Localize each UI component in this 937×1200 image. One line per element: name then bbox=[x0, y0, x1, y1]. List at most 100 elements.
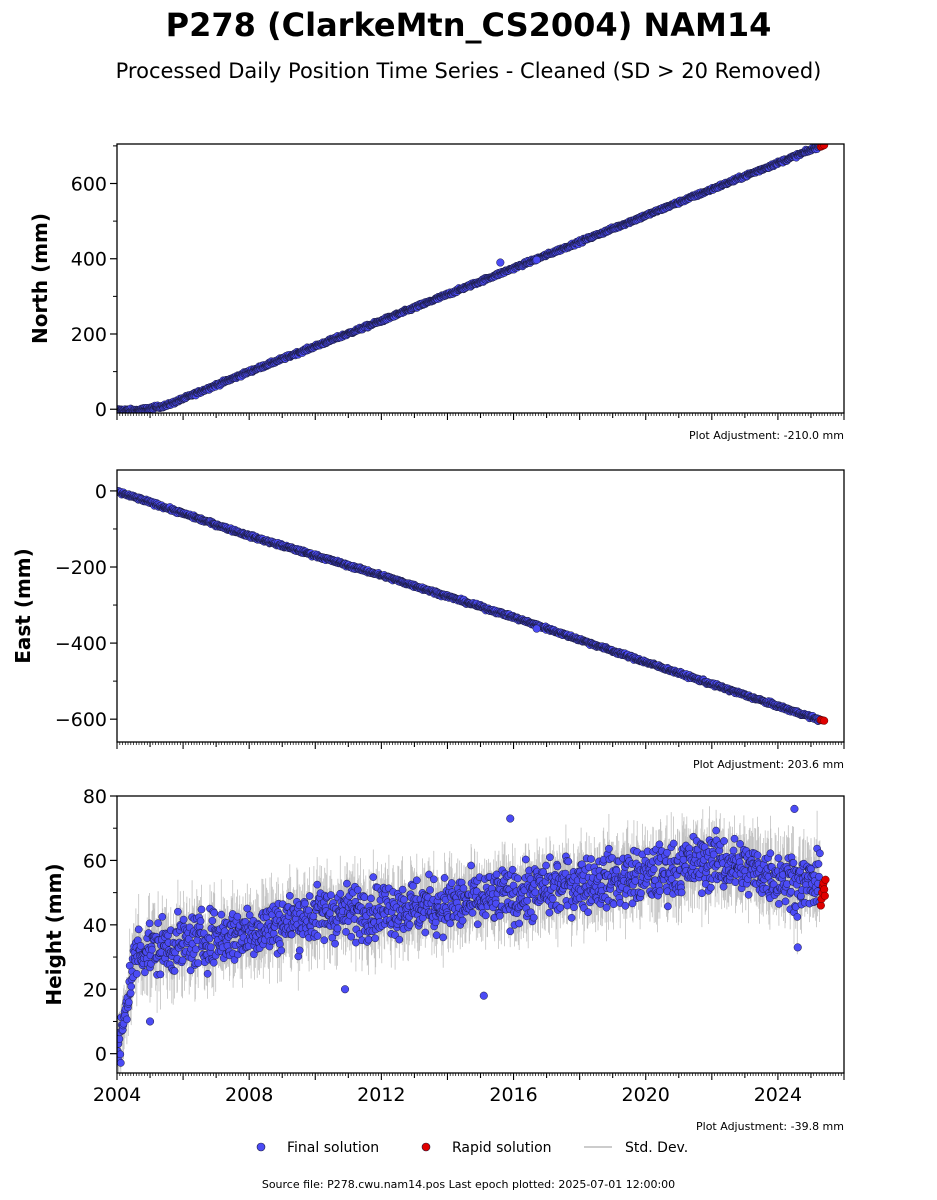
final-point bbox=[400, 895, 408, 904]
final-point bbox=[194, 959, 203, 967]
final-point bbox=[468, 909, 477, 917]
legend-rapid-label: Rapid solution bbox=[452, 1140, 552, 1156]
final-point bbox=[333, 924, 342, 933]
final-point bbox=[473, 920, 482, 929]
final-point bbox=[154, 919, 162, 927]
final-point bbox=[170, 967, 179, 975]
final-point bbox=[532, 255, 541, 264]
final-point bbox=[141, 968, 149, 977]
final-point bbox=[405, 920, 414, 929]
series-final-3 bbox=[117, 804, 830, 1073]
final-point bbox=[508, 865, 517, 874]
final-point bbox=[669, 839, 678, 848]
final-point bbox=[174, 907, 182, 916]
final-point bbox=[156, 970, 165, 979]
final-point bbox=[774, 854, 783, 862]
final-point bbox=[440, 874, 449, 882]
final-point bbox=[126, 989, 135, 998]
final-point bbox=[656, 887, 664, 896]
final-point bbox=[567, 913, 576, 922]
series-final-1 bbox=[117, 144, 829, 413]
chart-subtitle: Processed Daily Position Time Series - C… bbox=[116, 59, 822, 83]
series-final-2 bbox=[117, 487, 829, 725]
final-point bbox=[584, 908, 592, 917]
y-axis-label: Height (mm) bbox=[42, 863, 66, 1005]
final-point bbox=[677, 888, 686, 897]
final-point bbox=[506, 927, 515, 936]
final-point bbox=[210, 908, 219, 917]
final-point bbox=[320, 936, 329, 945]
final-point bbox=[481, 911, 490, 920]
final-point bbox=[542, 861, 550, 870]
final-point bbox=[145, 919, 154, 928]
y-tick-label: 0 bbox=[95, 399, 107, 421]
final-point bbox=[301, 899, 309, 908]
final-point bbox=[309, 912, 318, 921]
rapid-point bbox=[820, 716, 829, 725]
final-point bbox=[793, 913, 802, 921]
final-point bbox=[353, 886, 362, 894]
final-point bbox=[429, 875, 438, 884]
final-point bbox=[134, 925, 143, 934]
final-point bbox=[347, 932, 356, 941]
final-point bbox=[753, 851, 762, 860]
final-point bbox=[814, 860, 823, 868]
final-point bbox=[744, 890, 753, 899]
plot-adjustment: Plot Adjustment: 203.6 mm bbox=[693, 758, 844, 771]
final-point bbox=[621, 901, 630, 910]
final-point bbox=[564, 857, 573, 866]
final-point bbox=[532, 624, 541, 633]
final-point bbox=[458, 916, 467, 925]
final-point bbox=[327, 891, 335, 899]
final-point bbox=[521, 855, 530, 864]
y-tick-label: 40 bbox=[83, 915, 107, 937]
final-point bbox=[305, 892, 314, 900]
final-point bbox=[360, 893, 369, 902]
final-point bbox=[313, 932, 322, 940]
y-axis-label: East (mm) bbox=[11, 548, 35, 664]
final-point bbox=[123, 1015, 131, 1024]
final-point bbox=[731, 878, 740, 887]
final-point bbox=[479, 991, 488, 1000]
final-point bbox=[707, 883, 715, 892]
final-point bbox=[447, 879, 456, 887]
final-point bbox=[117, 1059, 125, 1067]
final-point bbox=[545, 908, 554, 917]
final-point bbox=[556, 903, 565, 912]
final-point bbox=[816, 849, 824, 858]
chart-title: P278 (ClarkeMtn_CS2004) NAM14 bbox=[166, 6, 772, 44]
final-point bbox=[117, 1050, 125, 1059]
final-point bbox=[364, 935, 373, 944]
legend: Final solution Rapid solution Std. Dev. bbox=[256, 1140, 688, 1156]
final-point bbox=[276, 940, 284, 948]
final-point bbox=[553, 862, 562, 871]
plot-adjustment: Plot Adjustment: -39.8 mm bbox=[696, 1120, 844, 1133]
final-point bbox=[439, 933, 448, 942]
y-tick-label: 400 bbox=[71, 249, 107, 271]
legend-final-label: Final solution bbox=[287, 1140, 379, 1156]
y-tick-label: −400 bbox=[55, 633, 107, 655]
final-point bbox=[609, 900, 618, 909]
final-point bbox=[245, 911, 254, 920]
final-point bbox=[432, 931, 441, 940]
legend-rapid-marker bbox=[421, 1142, 431, 1152]
final-point bbox=[513, 874, 522, 883]
final-point bbox=[158, 912, 167, 921]
final-point bbox=[203, 969, 212, 978]
final-point bbox=[148, 945, 156, 954]
final-point bbox=[132, 970, 141, 978]
final-point bbox=[186, 966, 195, 975]
final-point bbox=[207, 943, 215, 952]
final-point bbox=[196, 917, 205, 925]
x-tick-label: 2016 bbox=[489, 1084, 537, 1106]
final-point bbox=[412, 876, 421, 885]
final-point bbox=[426, 886, 434, 894]
x-tick-label: 2020 bbox=[622, 1084, 670, 1106]
final-point bbox=[602, 903, 611, 912]
final-point bbox=[789, 859, 798, 867]
final-point bbox=[343, 879, 351, 888]
final-point bbox=[340, 985, 350, 994]
y-tick-label: 20 bbox=[83, 979, 107, 1001]
